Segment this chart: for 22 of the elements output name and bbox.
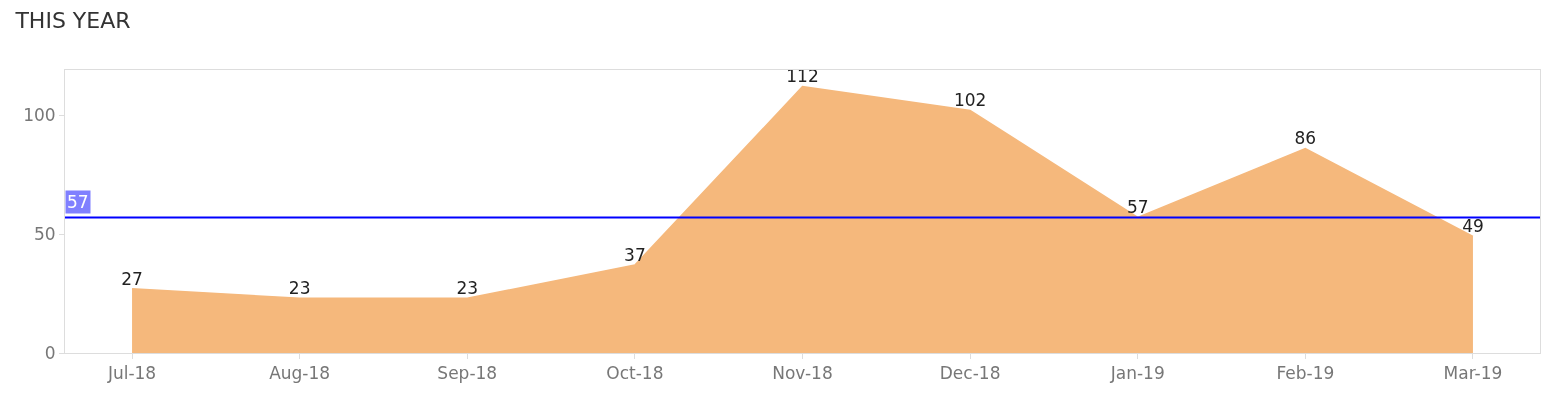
data-label: 102 [953, 90, 987, 111]
data-label: 57 [1126, 197, 1149, 218]
x-tick-label: Jul-18 [106, 363, 157, 384]
x-tick-label: Feb-19 [1276, 363, 1335, 384]
data-label: 23 [456, 278, 479, 299]
data-label: 37 [624, 244, 646, 265]
x-tick-label: Oct-18 [606, 363, 664, 384]
data-label: 49 [1462, 216, 1484, 237]
y-tick-label: 100 [23, 105, 56, 126]
x-tick-label: Dec-18 [939, 363, 1001, 384]
ref-line-label: 57 [67, 192, 89, 212]
x-tick-label: Mar-19 [1443, 363, 1503, 384]
x-tick-label: Aug-18 [269, 363, 331, 384]
data-label: 27 [121, 268, 143, 289]
x-tick-label: Sep-18 [437, 363, 498, 384]
y-tick-label: 50 [33, 224, 56, 245]
y-tick-label: 0 [44, 342, 56, 363]
chart-title: THIS YEAR [14, 7, 131, 33]
x-tick-label: Jan-19 [1109, 363, 1165, 384]
data-label: 86 [1294, 128, 1317, 149]
data-label: 23 [288, 278, 311, 299]
x-tick-label: Nov-18 [772, 363, 833, 384]
